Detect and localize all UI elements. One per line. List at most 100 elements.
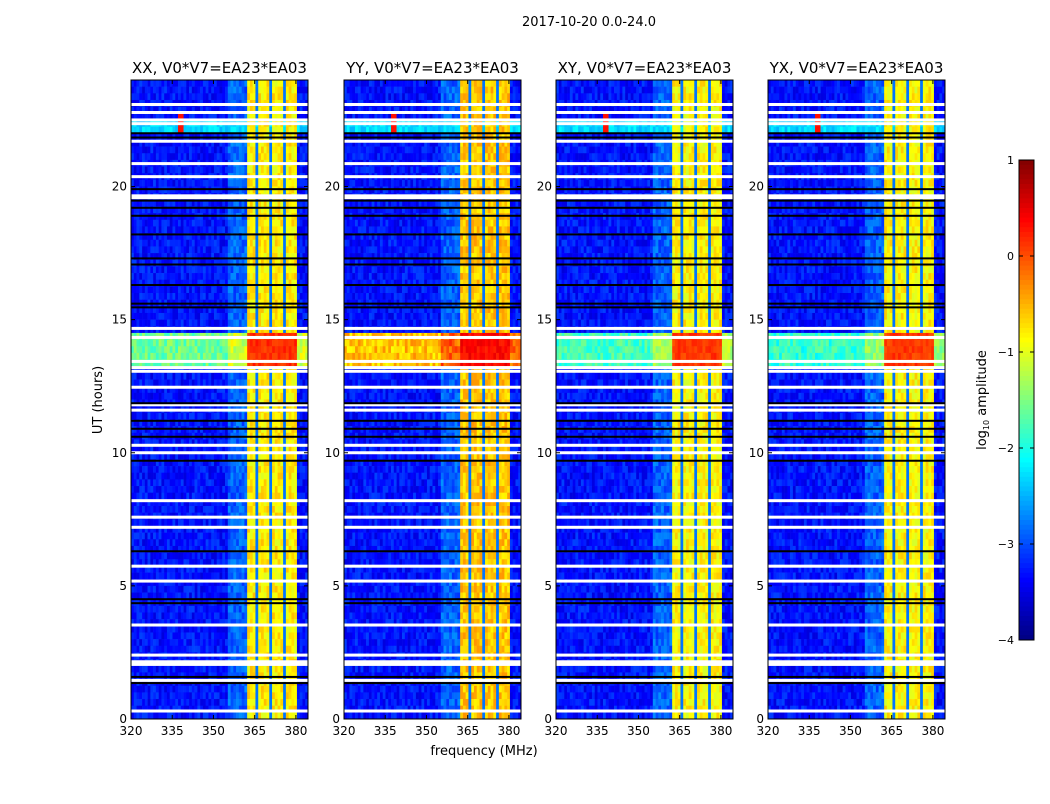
heatmap-cell <box>216 579 220 587</box>
heatmap-cell <box>230 492 234 500</box>
x-axis-label: frequency (MHz) <box>430 744 537 759</box>
heatmap-cell <box>144 539 148 547</box>
heatmap-cell <box>294 519 298 527</box>
heatmap-cell <box>136 525 140 533</box>
heatmap-cell <box>200 346 204 354</box>
heatmap-cell <box>166 339 171 347</box>
heatmap-cell <box>155 219 159 227</box>
heatmap-cell <box>222 239 226 247</box>
heatmap-cell <box>238 279 242 287</box>
heatmap-cell <box>283 539 287 547</box>
heatmap-cell <box>280 226 284 234</box>
heatmap-cell <box>288 446 292 454</box>
heatmap-cell <box>213 306 218 314</box>
heatmap-cell <box>166 266 171 274</box>
heatmap-cell <box>213 86 218 94</box>
heatmap-cell <box>211 179 215 187</box>
heatmap-cell <box>302 239 306 247</box>
heatmap-cell <box>260 446 265 454</box>
heatmap-cell <box>302 86 306 94</box>
heatmap-cell <box>142 559 146 567</box>
heatmap-cell <box>244 239 248 247</box>
heatmap-cell <box>305 486 309 493</box>
heatmap-cell <box>302 233 306 241</box>
heatmap-cell <box>153 479 157 487</box>
heatmap-cell <box>249 366 253 374</box>
heatmap-cell <box>133 239 137 247</box>
heatmap-cell <box>183 273 187 280</box>
heatmap-cell <box>294 312 298 320</box>
heatmap-cell <box>230 366 234 374</box>
heatmap-cell <box>299 439 303 447</box>
heatmap-cell <box>180 579 184 587</box>
heatmap-cell <box>272 366 276 374</box>
heatmap-cell <box>131 259 135 267</box>
heatmap-cell <box>244 86 248 94</box>
heatmap-cell <box>136 452 140 460</box>
heatmap-cell <box>144 412 148 420</box>
heatmap-cell <box>142 392 146 400</box>
heatmap-cell <box>133 446 137 454</box>
heatmap-cell <box>252 419 256 427</box>
heatmap-cell <box>230 179 234 187</box>
heatmap-cell <box>225 572 229 580</box>
heatmap-cell <box>208 312 212 320</box>
heatmap-cell <box>277 126 281 134</box>
heatmap-cell <box>222 106 226 114</box>
heatmap-cell <box>255 559 259 567</box>
heatmap-cell <box>147 286 151 294</box>
heatmap-cell <box>238 306 242 314</box>
heatmap-cell <box>155 579 159 587</box>
heatmap-cell <box>233 579 237 587</box>
heatmap-cell <box>216 559 220 567</box>
heatmap-cell <box>150 306 154 314</box>
heatmap-cell <box>266 572 270 580</box>
heatmap-cell <box>183 472 187 480</box>
heatmap-cell <box>208 253 212 261</box>
heatmap-cell <box>255 459 259 467</box>
heatmap-cell <box>244 286 248 294</box>
heatmap-cell <box>213 359 218 367</box>
heatmap-cell <box>153 572 157 580</box>
heatmap-cell <box>258 319 262 327</box>
heatmap-cell <box>147 372 151 380</box>
heatmap-cell <box>233 153 237 161</box>
heatmap-cell <box>194 359 198 367</box>
heatmap-cell <box>302 592 306 600</box>
heatmap-cell <box>205 312 209 320</box>
heatmap-cell <box>142 479 146 487</box>
heatmap-cell <box>280 486 284 493</box>
heatmap-cell <box>258 486 262 493</box>
heatmap-cell <box>283 486 287 493</box>
heatmap-cell <box>166 466 171 474</box>
heatmap-cell <box>302 266 306 274</box>
heatmap-cell <box>142 113 146 121</box>
heatmap-cell <box>194 266 198 274</box>
heatmap-cell <box>285 246 289 254</box>
heatmap-cell <box>255 199 259 207</box>
heatmap-cell <box>260 286 265 294</box>
heatmap-cell <box>233 565 237 573</box>
heatmap-cell <box>225 346 229 354</box>
heatmap-cell <box>277 259 281 267</box>
heatmap-cell <box>280 106 284 114</box>
heatmap-cell <box>227 545 231 553</box>
heatmap-cell <box>200 306 204 314</box>
heatmap-cell <box>249 479 253 487</box>
heatmap-cell <box>258 273 262 280</box>
heatmap-cell <box>305 286 309 294</box>
heatmap-cell <box>260 93 265 101</box>
heatmap-cell <box>202 286 206 294</box>
heatmap-cell <box>139 446 143 454</box>
heatmap-cell <box>280 519 284 527</box>
heatmap-cell <box>263 246 267 254</box>
heatmap-cell <box>200 139 204 147</box>
heatmap-cell <box>164 226 168 234</box>
heatmap-cell <box>269 412 273 420</box>
heatmap-cell <box>202 585 206 593</box>
heatmap-cell <box>230 585 234 593</box>
heatmap-cell <box>241 379 245 387</box>
heatmap-cell <box>155 106 159 114</box>
heatmap-cell <box>260 499 265 507</box>
heatmap-cell <box>280 199 284 207</box>
